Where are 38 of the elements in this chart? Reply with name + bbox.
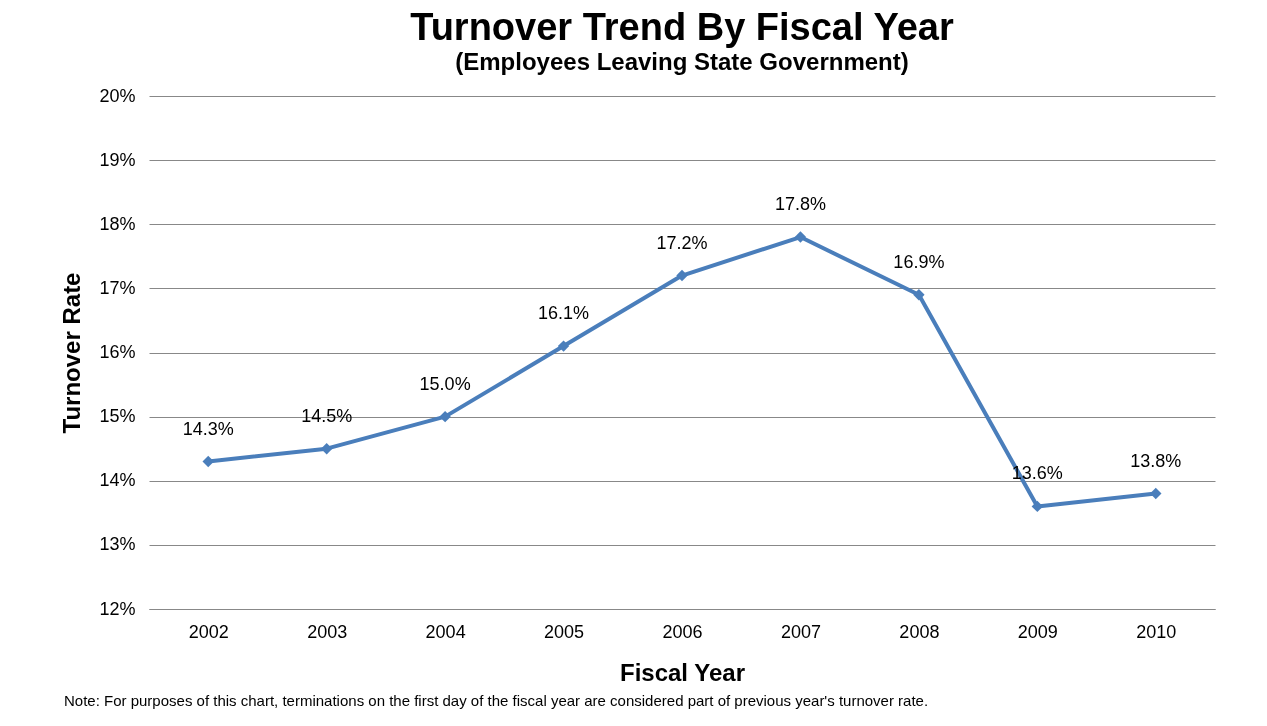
data-label: 17.8% xyxy=(774,194,826,215)
y-tick-label: 12% xyxy=(99,598,136,619)
point xyxy=(557,340,570,352)
y-tick-label: 19% xyxy=(99,149,136,170)
x-tick-label: 2003 xyxy=(307,621,348,642)
x-tick-label: 2002 xyxy=(188,621,229,642)
x-tick-label: 2010 xyxy=(1136,621,1177,642)
y-tick-label: 20% xyxy=(99,85,136,106)
x-axis-title: Fiscal Year xyxy=(620,658,745,686)
chart-title: Turnover Trend By Fiscal Year xyxy=(410,6,954,48)
text: Note: For purposes of this chart, terminations on the first day of the fiscal year are considered part of previous year's turnover rate. xyxy=(64,692,930,709)
y-tick-label: 14% xyxy=(99,470,136,491)
x-tick-label: 2005 xyxy=(544,621,585,642)
point xyxy=(676,269,688,282)
data-label: 14.3% xyxy=(182,418,234,439)
data-label: 17.2% xyxy=(656,232,708,253)
data-label: 15.0% xyxy=(419,373,471,394)
point xyxy=(439,410,451,423)
y-tick-label: 17% xyxy=(99,277,136,298)
point xyxy=(202,455,214,468)
x-tick-label: 2004 xyxy=(425,621,466,642)
point xyxy=(794,231,807,243)
x-tick-label: 2006 xyxy=(662,621,703,642)
data-label: 14.5% xyxy=(301,405,353,426)
point xyxy=(913,289,925,301)
point xyxy=(1150,487,1162,500)
y-axis-title: Turnover Rate xyxy=(58,272,86,434)
y-tick-label: 13% xyxy=(99,534,136,555)
chart-subtitle: (Employees Leaving State Government) xyxy=(455,48,909,75)
y-tick-label: 18% xyxy=(99,213,136,234)
x-tick-label: 2009 xyxy=(1017,621,1058,642)
x-tick-label: 2008 xyxy=(899,621,940,642)
data-label: 13.8% xyxy=(1130,450,1182,471)
y-tick-label: 16% xyxy=(99,342,136,362)
x-tick-label: 2007 xyxy=(780,621,821,642)
y-tick-label: 15% xyxy=(99,406,136,427)
data-label: 16.9% xyxy=(893,251,945,272)
data-label: 16.1% xyxy=(538,303,590,324)
